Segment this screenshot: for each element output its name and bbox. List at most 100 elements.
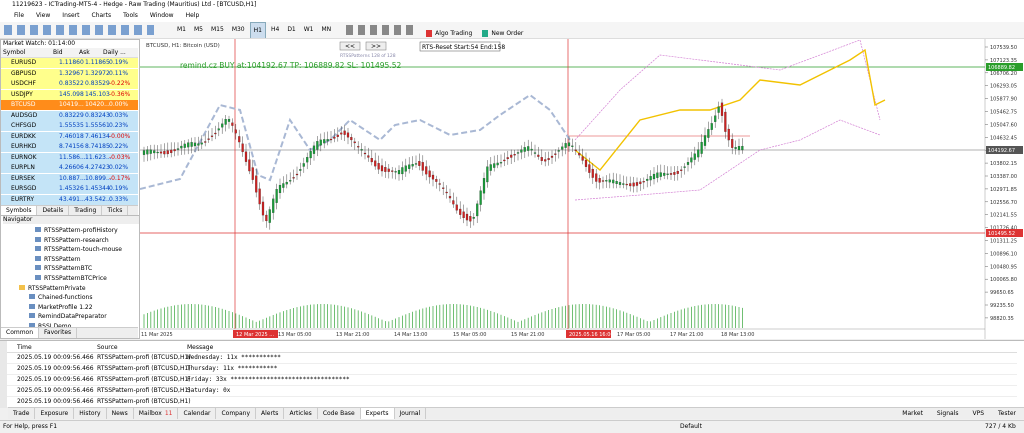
candle-body: [299, 169, 302, 171]
tab[interactable]: Common: [1, 328, 40, 338]
market-row[interactable]: EURSGD 1.45326 1.45344 0.19%: [1, 184, 138, 195]
price-tick-label: 105462.75: [990, 110, 1017, 116]
timeframe-button[interactable]: W1: [303, 26, 314, 33]
daily-change: 0.03%: [109, 111, 129, 119]
navigator-item[interactable]: MarketProfile 1.22: [29, 303, 93, 312]
menu-item[interactable]: Help: [185, 12, 200, 19]
bid: 4.26606: [59, 164, 84, 171]
menu-item[interactable]: Insert: [62, 12, 80, 19]
candle-body: [598, 178, 601, 183]
tab[interactable]: Trading: [69, 206, 103, 215]
tab[interactable]: Ticks: [102, 206, 129, 215]
market-row[interactable]: USDCHF 0.83522 0.83529 -0.22%: [1, 79, 138, 90]
menu-item[interactable]: Charts: [91, 12, 112, 19]
nav-button[interactable]: [339, 41, 361, 51]
candle-body: [302, 163, 305, 167]
timeframe-button[interactable]: H1: [249, 22, 266, 38]
column-header: Time Source Message: [7, 343, 1017, 353]
market-row[interactable]: EURPLN 4.26606 4.27423 0.02%: [1, 163, 138, 174]
right-tab[interactable]: VPS: [972, 410, 985, 417]
right-tab[interactable]: Signals: [936, 410, 959, 417]
price-tick-label: 98820.35: [990, 316, 1014, 322]
tab[interactable]: Company: [216, 408, 257, 419]
mailbox-count: 11: [164, 410, 173, 417]
timeframe-button[interactable]: M5: [194, 26, 203, 33]
navigator-item[interactable]: RTSSPatternBTC: [35, 264, 92, 273]
candle-body: [418, 161, 421, 166]
candle-body: [571, 145, 574, 147]
tab[interactable]: Trade: [8, 408, 36, 419]
tab[interactable]: Experts: [360, 408, 395, 419]
navigator-item[interactable]: RemindDataPreparator: [29, 312, 107, 321]
right-tab[interactable]: Tester: [998, 410, 1016, 417]
menu-item[interactable]: Tools: [123, 12, 138, 19]
column-label: Message: [187, 344, 214, 351]
symbol: USDJPY: [11, 90, 33, 98]
candle-body: [166, 150, 169, 155]
new-order-button[interactable]: New Order: [482, 30, 524, 37]
right-tab[interactable]: Market: [902, 410, 923, 417]
navigator-item[interactable]: RTSSPattern-profiHistory: [35, 226, 118, 235]
market-row[interactable]: USDJPY 145.098 145.103 -0.36%: [1, 89, 138, 101]
navigator-item[interactable]: Chained-functions: [29, 293, 92, 302]
log-time: 2025.05.19 00:09:56.466: [17, 365, 94, 372]
tab[interactable]: Code Base: [318, 408, 361, 419]
tab[interactable]: Exposure: [35, 408, 75, 419]
candle-body: [448, 196, 452, 199]
tab[interactable]: Mailbox 11: [134, 408, 179, 419]
market-row[interactable]: EURHKD 8.74156 8.74185 0.22%: [1, 142, 138, 153]
navigator-item[interactable]: RTSSPattern: [35, 255, 81, 264]
market-row[interactable]: AUDSGD 0.83229 0.83243 0.03%: [1, 110, 138, 122]
bid: 1.32967: [59, 69, 84, 77]
algo-trading-button[interactable]: Algo Trading: [426, 30, 473, 37]
candle-body: [635, 182, 639, 186]
tab[interactable]: Articles: [284, 408, 318, 419]
navigator-item[interactable]: RTSSPattern-research: [35, 236, 109, 245]
candle-body: [170, 149, 173, 154]
candle-body: [234, 129, 237, 134]
nav-button[interactable]: [365, 41, 387, 51]
market-row[interactable]: BTCUSD 10419... 10420... 0.00%: [1, 100, 138, 111]
candle-body: [741, 145, 744, 151]
tab[interactable]: History: [74, 408, 107, 419]
navigator-item[interactable]: RTSSPatternPrivate: [19, 284, 86, 293]
navigator-item[interactable]: RTSSPatternBTCPrice: [35, 274, 107, 283]
timeframe-button[interactable]: M30: [231, 26, 245, 33]
daily-change: 0.19%: [109, 185, 129, 192]
price-tick-label: 101726.40: [990, 226, 1017, 232]
timeframe-button[interactable]: M1: [177, 26, 186, 33]
tab[interactable]: Symbols: [1, 206, 38, 215]
market-row[interactable]: EURTRY 43.491... 43.542... 0.33%: [1, 194, 138, 206]
candle-body: [384, 167, 387, 172]
navigator-item[interactable]: RSSI Demo: [29, 322, 71, 331]
menu-item[interactable]: View: [36, 12, 51, 19]
market-row[interactable]: EURUSD 1.11860 1.11865 0.19%: [1, 58, 138, 69]
market-row[interactable]: CHFSGD 1.55535 1.55561 0.23%: [1, 121, 138, 132]
candle-body: [272, 198, 275, 213]
tab[interactable]: Favorites: [39, 328, 78, 338]
profile: Default: [680, 423, 702, 430]
menu-item[interactable]: Window: [149, 12, 174, 19]
price-tick-label: 100896.10: [990, 251, 1017, 257]
tab[interactable]: Journal: [395, 408, 427, 419]
tab[interactable]: Details: [37, 206, 70, 215]
market-row[interactable]: EURSEK 10.887... 10.899... -0.17%: [1, 173, 138, 185]
tab[interactable]: News: [107, 408, 134, 419]
timeframe-button[interactable]: H4: [270, 26, 280, 33]
daily-change: -0.03%: [109, 153, 131, 161]
menu-item[interactable]: File: [14, 12, 25, 19]
candle-body: [377, 163, 380, 170]
navigator-item[interactable]: RTSSPattern-touch-mouse: [35, 245, 122, 254]
candle-body: [183, 143, 186, 148]
market-row[interactable]: EURNOK 11.586... 11.623... -0.03%: [1, 152, 138, 164]
timeframe-button[interactable]: D1: [287, 26, 296, 33]
market-row[interactable]: EURDKK 7.46018 7.46134 -0.00%: [1, 131, 138, 143]
timeframe-button[interactable]: M15: [211, 26, 224, 33]
tab[interactable]: Calendar: [178, 408, 217, 419]
bid: 11.586...: [59, 153, 86, 161]
price-tick-label: 103387.00: [990, 174, 1017, 180]
market-row[interactable]: GBPUSD 1.32967 1.32972 0.11%: [1, 68, 138, 80]
log-time: 2025.05.19 00:09:56.466: [17, 398, 94, 405]
timeframe-button[interactable]: MN: [321, 26, 332, 33]
tab[interactable]: Alerts: [256, 408, 285, 419]
